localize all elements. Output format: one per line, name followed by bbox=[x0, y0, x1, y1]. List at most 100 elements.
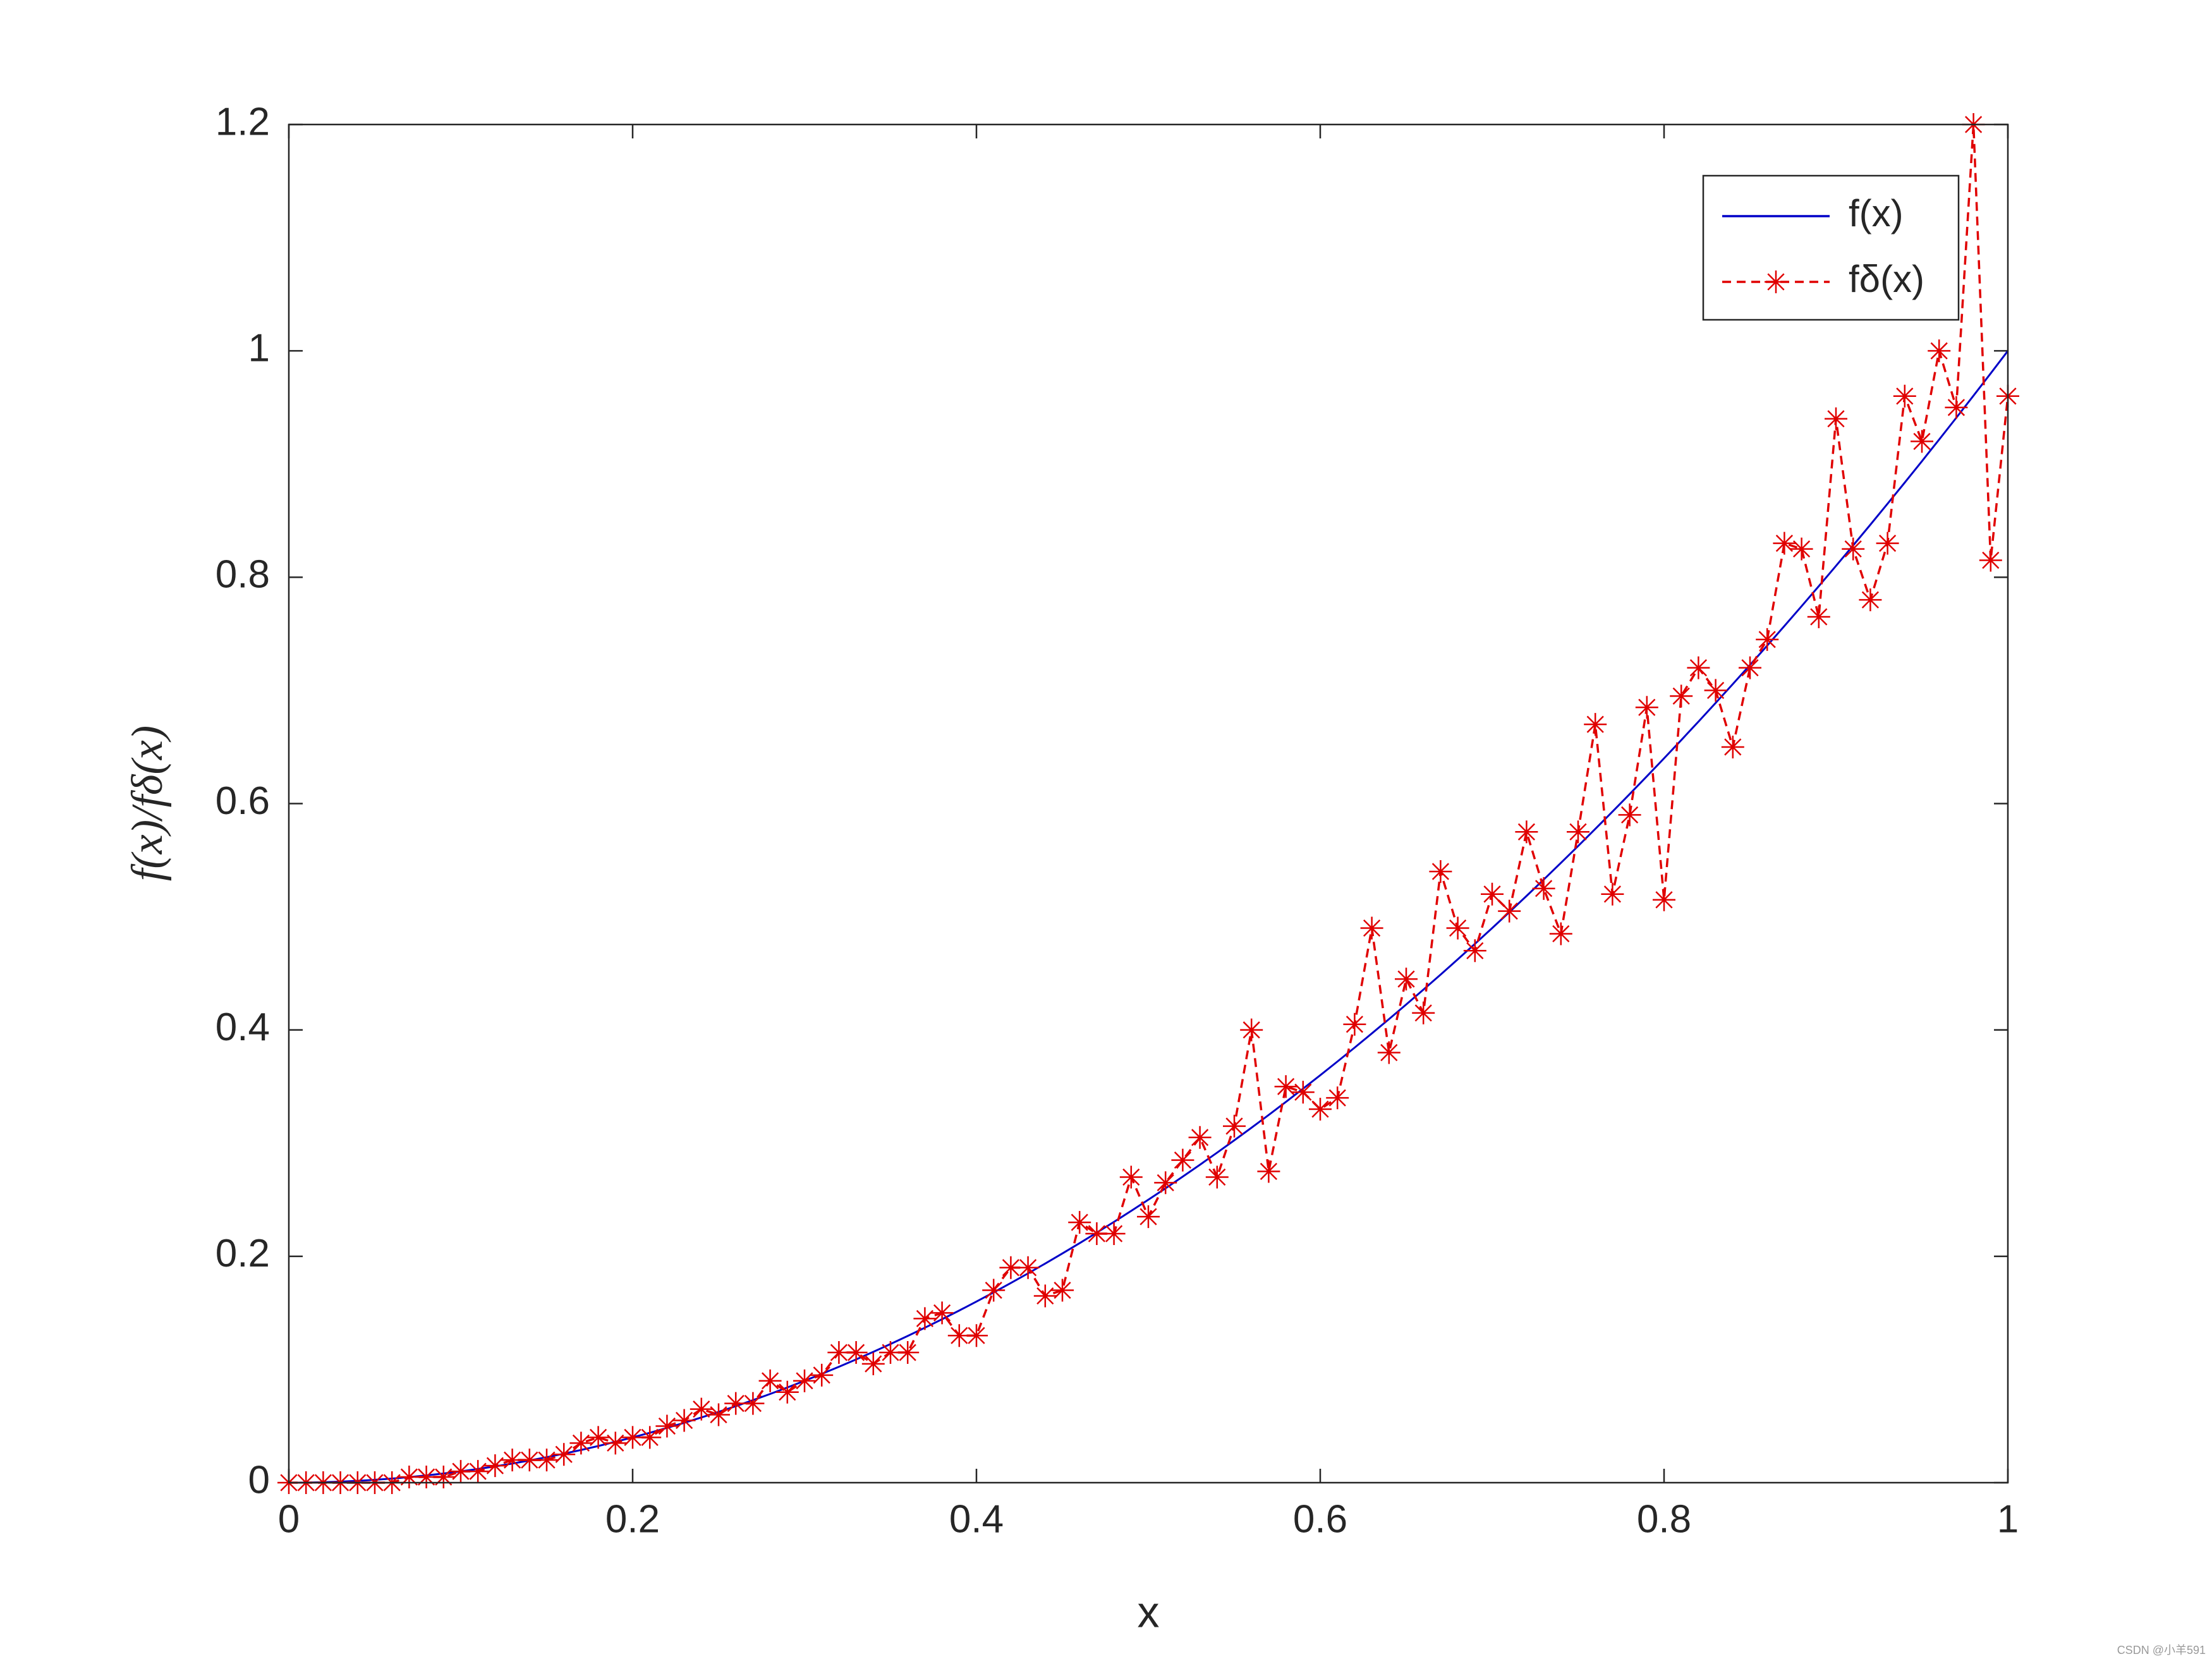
data-point bbox=[1704, 679, 1727, 702]
data-point bbox=[1825, 407, 1847, 430]
data-point bbox=[552, 1443, 576, 1466]
data-point bbox=[1429, 860, 1452, 883]
data-point bbox=[1102, 1222, 1126, 1246]
data-point bbox=[965, 1324, 988, 1347]
data-point bbox=[1343, 1012, 1366, 1036]
data-point bbox=[775, 1380, 799, 1404]
data-point bbox=[1051, 1279, 1074, 1302]
data-point bbox=[1171, 1148, 1194, 1172]
y-tick-label: 0 bbox=[248, 1458, 270, 1502]
data-point bbox=[466, 1460, 490, 1483]
x-tick-label: 1 bbox=[1997, 1497, 2019, 1541]
data-point bbox=[672, 1409, 696, 1432]
data-point bbox=[1979, 549, 2002, 572]
plot-frame bbox=[288, 123, 2009, 1484]
data-point bbox=[947, 1324, 971, 1347]
data-point bbox=[1584, 713, 1607, 736]
data-point bbox=[930, 1301, 954, 1325]
data-point bbox=[1756, 628, 1779, 651]
y-tick-label: 0.4 bbox=[216, 1006, 270, 1049]
data-point bbox=[1205, 1165, 1229, 1189]
data-point bbox=[1515, 820, 1538, 844]
data-point bbox=[1257, 1160, 1280, 1183]
data-point bbox=[1395, 968, 1418, 991]
data-point bbox=[1033, 1284, 1057, 1308]
x-tick-label: 0.6 bbox=[1293, 1497, 1347, 1541]
y-tick-label: 0.6 bbox=[216, 779, 270, 823]
data-point bbox=[844, 1341, 868, 1364]
y-tick-label: 1.2 bbox=[216, 100, 270, 143]
data-point bbox=[810, 1363, 834, 1387]
data-point bbox=[535, 1449, 558, 1472]
legend-box bbox=[1702, 174, 1960, 321]
data-point bbox=[741, 1392, 765, 1415]
data-point bbox=[1274, 1075, 1297, 1098]
data-point bbox=[1842, 537, 1865, 561]
data-point bbox=[518, 1449, 541, 1472]
legend: f(x) fδ(x) bbox=[1702, 174, 1960, 321]
data-point bbox=[861, 1352, 885, 1375]
data-point bbox=[1567, 820, 1589, 844]
data-point bbox=[1549, 922, 1572, 945]
data-point bbox=[1945, 396, 1968, 419]
data-point bbox=[1119, 1165, 1143, 1189]
data-point bbox=[1223, 1114, 1246, 1138]
data-point bbox=[1068, 1211, 1091, 1234]
data-point bbox=[483, 1454, 507, 1478]
x-tick-label: 0 bbox=[278, 1497, 300, 1541]
data-point bbox=[1412, 1001, 1435, 1024]
data-point bbox=[604, 1431, 627, 1455]
data-point bbox=[1601, 882, 1624, 906]
y-tick-label: 0.8 bbox=[216, 553, 270, 597]
data-point bbox=[638, 1426, 662, 1449]
data-point bbox=[879, 1341, 902, 1364]
watermark: CSDN @小羊591 bbox=[2117, 1644, 2206, 1656]
data-point bbox=[1016, 1256, 1040, 1279]
data-point bbox=[1291, 1081, 1315, 1104]
data-point bbox=[1911, 430, 1933, 453]
y-axis-label: f(x)/fδ(x) bbox=[123, 726, 172, 881]
data-point bbox=[1635, 696, 1658, 719]
data-point bbox=[1377, 1041, 1401, 1064]
data-point bbox=[1481, 882, 1504, 906]
data-point bbox=[1240, 1018, 1263, 1042]
data-point bbox=[1360, 916, 1383, 940]
data-point bbox=[1618, 803, 1641, 827]
x-axis-label: x bbox=[1138, 1587, 1160, 1636]
data-point bbox=[586, 1426, 610, 1449]
data-point bbox=[1154, 1171, 1177, 1194]
data-point bbox=[398, 1466, 421, 1489]
data-point bbox=[758, 1369, 782, 1392]
data-point bbox=[1721, 735, 1744, 758]
data-point bbox=[1446, 916, 1469, 940]
data-point bbox=[501, 1449, 524, 1472]
data-point bbox=[1687, 656, 1710, 679]
data-point bbox=[1773, 532, 1796, 555]
data-point bbox=[1498, 899, 1521, 923]
data-point bbox=[1309, 1098, 1332, 1121]
data-point bbox=[621, 1426, 644, 1449]
data-point bbox=[1085, 1222, 1109, 1246]
data-point bbox=[827, 1341, 851, 1364]
data-point bbox=[655, 1414, 679, 1438]
data-point bbox=[1928, 339, 1951, 363]
data-point bbox=[1188, 1126, 1212, 1149]
data-point bbox=[1790, 537, 1813, 561]
data-point bbox=[415, 1466, 438, 1489]
x-tick-label: 0.4 bbox=[949, 1497, 1004, 1541]
data-point bbox=[1532, 877, 1555, 900]
data-point bbox=[1137, 1205, 1160, 1229]
data-point bbox=[793, 1369, 816, 1392]
legend-label: f(x) bbox=[1849, 192, 1904, 234]
data-point bbox=[982, 1279, 1006, 1302]
data-point bbox=[707, 1403, 730, 1426]
data-point bbox=[1463, 939, 1486, 963]
y-tick-label: 1 bbox=[248, 327, 270, 370]
y-tick-label: 0.2 bbox=[216, 1232, 270, 1275]
data-point bbox=[1739, 656, 1761, 679]
data-point bbox=[1653, 888, 1675, 911]
data-point bbox=[1893, 384, 1916, 408]
data-point bbox=[449, 1460, 472, 1483]
